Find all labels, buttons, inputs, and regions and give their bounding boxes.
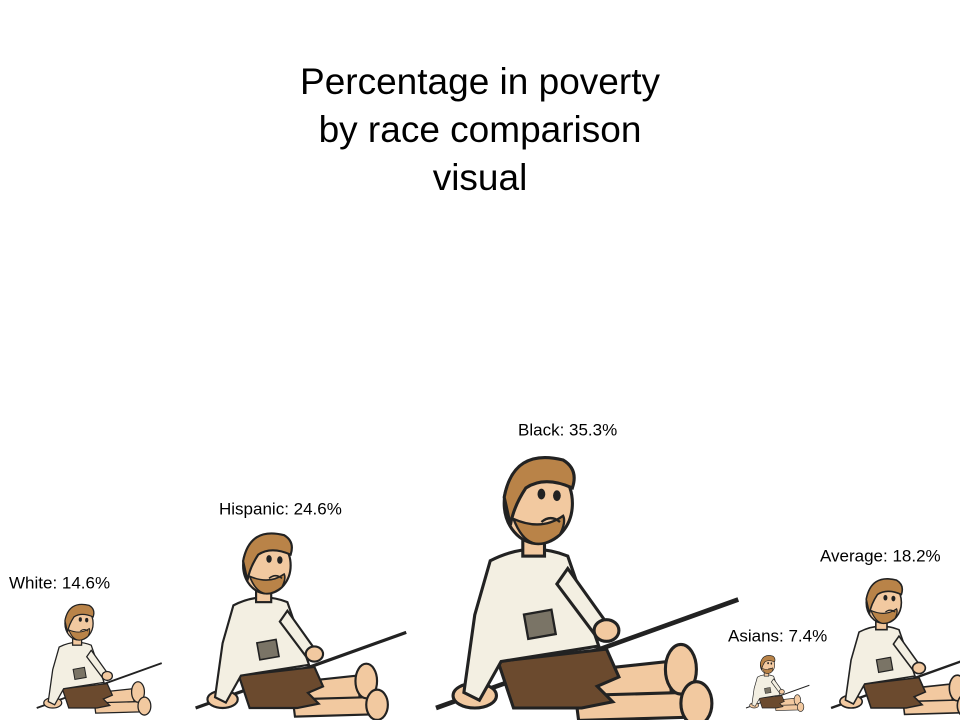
data-label-white: White: 14.6%: [9, 573, 110, 592]
figure-mark-average: [829, 577, 960, 718]
page-title: Percentage in poverty by race comparison…: [300, 61, 660, 198]
data-label-hispanic: Hispanic: 24.6%: [219, 500, 342, 519]
data-label-asians: Asians: 7.4%: [728, 626, 827, 645]
figure-mark-hispanic: [193, 531, 408, 720]
data-label-black: Black: 35.3%: [518, 421, 617, 440]
figure-mark-black: [436, 458, 738, 720]
figure-mark-asians: [745, 655, 810, 713]
figure-mark-white: [35, 603, 163, 717]
data-label-average: Average: 18.2%: [820, 547, 941, 566]
